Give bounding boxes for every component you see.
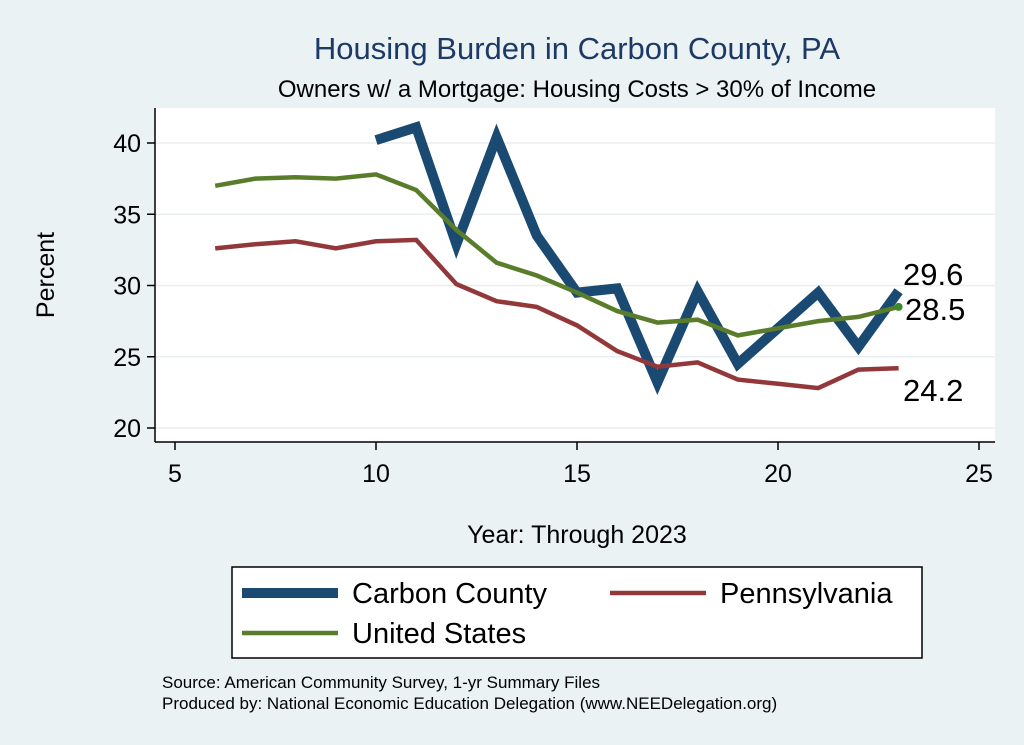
x-tick-label: 5: [168, 460, 182, 488]
end-label-carbon-county: 29.6: [903, 257, 963, 292]
x-tick-label: 10: [362, 460, 390, 488]
plot-area: [155, 108, 995, 442]
produced-by-note: Produced by: National Economic Education…: [162, 694, 777, 713]
series-line-pennsylvania: [214, 237, 899, 391]
legend-label-pennsylvania: Pennsylvania: [720, 578, 893, 610]
end-label-united-states: 28.5: [905, 292, 965, 327]
y-tick-label: 30: [113, 273, 141, 301]
legend-label-carbon-county: Carbon County: [352, 578, 548, 610]
end-label-pennsylvania: 24.2: [903, 373, 963, 408]
end-labels: 29.628.5 24.2: [903, 257, 965, 408]
y-tick-label: 40: [113, 130, 141, 158]
end-marker-united-states: [894, 302, 903, 311]
x-tick-label: 25: [965, 460, 993, 488]
chart-subtitle: Owners w/ a Mortgage: Housing Costs > 30…: [278, 76, 876, 103]
x-tick-label: 20: [764, 460, 792, 488]
x-axis-label: Year: Through 2023: [467, 521, 687, 549]
x-tick-label: 15: [563, 460, 591, 488]
series-line-carbon-county: [374, 121, 903, 395]
y-tick-label: 35: [113, 201, 141, 229]
chart-title: Housing Burden in Carbon County, PA: [314, 31, 840, 66]
y-tick-label: 20: [113, 415, 141, 443]
x-ticks: 5 10 15 20 25: [168, 442, 993, 488]
source-note: Source: American Community Survey, 1-yr …: [162, 673, 600, 692]
legend: [231, 566, 923, 659]
legend-label-united-states: United States: [352, 618, 526, 650]
series-line-united-states: [214, 172, 900, 338]
y-ticks: 20 25 30 35 40: [113, 130, 155, 443]
legend-items: Carbon County Pennsylvania United States: [242, 578, 893, 650]
y-tick-label: 25: [113, 344, 141, 372]
series-group: [214, 121, 903, 395]
y-axis-label: Percent: [32, 232, 60, 318]
